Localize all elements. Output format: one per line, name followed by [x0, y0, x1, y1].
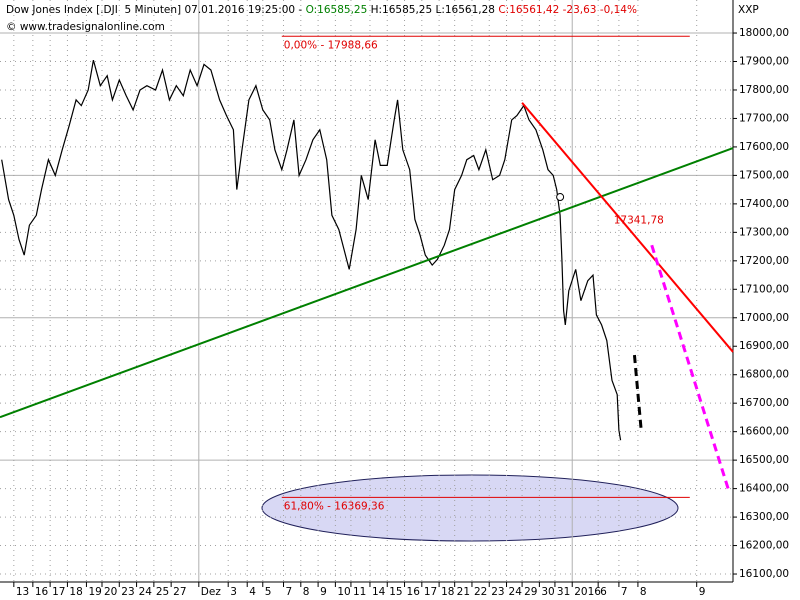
x-tick-label: 29 — [524, 586, 537, 598]
x-tick-label: 9 — [699, 586, 706, 598]
x-tick-label: 22 — [474, 586, 487, 598]
x-tick-label: 7 — [621, 586, 628, 598]
x-tick-label: 9 — [320, 586, 327, 598]
y-tick-label: 17000,00 — [739, 312, 789, 324]
trend-line — [521, 102, 734, 353]
x-tick-label: 18 — [69, 586, 82, 598]
x-tick-label: 8 — [303, 586, 310, 598]
grid — [0, 0, 733, 582]
y-tick-label: 16200,00 — [739, 540, 789, 552]
trend-line — [0, 147, 734, 419]
x-tick-label: 6 — [600, 586, 607, 598]
annotation: 17341,78 — [614, 214, 664, 226]
y-tick-label: 17900,00 — [739, 56, 789, 68]
x-tick-label: 23 — [491, 586, 504, 598]
x-tick-label: 16 — [35, 586, 49, 598]
x-tick-label: 30 — [541, 586, 554, 598]
level-label: 61,80% - 16369,36 — [284, 500, 385, 512]
x-tick-label: 17 — [52, 586, 65, 598]
trend-line — [650, 244, 731, 494]
x-tick-label: 4 — [249, 586, 256, 598]
y-tick-label: 17500,00 — [739, 169, 789, 181]
y-tick-label: 16600,00 — [739, 426, 789, 438]
x-tick-label: 23 — [121, 586, 134, 598]
title-part: H:16585,25 L:16561,28 — [367, 4, 498, 16]
title-part: O:16585,25 — [306, 4, 368, 16]
overlay: 0,00% - 17988,66 61,80% - 16369,36 — [281, 35, 690, 512]
x-tick-label: 11 — [353, 586, 366, 598]
title-part: Dow Jones Index [.DJI 5 Minuten] 07.01.2… — [6, 4, 306, 16]
x-tick-label: 7 — [286, 586, 293, 598]
y-tick-label: 17300,00 — [739, 226, 789, 238]
price-line — [1, 59, 622, 441]
y-tick-label: 17800,00 — [739, 84, 789, 96]
y-tick-label: 17700,00 — [739, 112, 789, 124]
subtitle: © www.tradesignalonline.com — [6, 21, 165, 33]
x-tick-label: 27 — [173, 586, 186, 598]
x-tick-label: 3 — [230, 586, 237, 598]
target-ellipse — [261, 474, 679, 542]
x-tick-label: 31 — [557, 586, 570, 598]
chart-title: Dow Jones Index [.DJI 5 Minuten] 07.01.2… — [6, 4, 637, 16]
y-tick-label: 16500,00 — [739, 454, 789, 466]
y-tick-label: 16400,00 — [739, 483, 789, 495]
y-tick-label: 17600,00 — [739, 141, 789, 153]
x-tick-label: 21 — [457, 586, 470, 598]
x-tick-label: 19 — [88, 586, 101, 598]
y-tick-label: 18000,00 — [739, 27, 789, 39]
x-tick-label: 18 — [441, 586, 454, 598]
x-tick-label: 20 — [104, 586, 117, 598]
y-tick-label: 16700,00 — [739, 397, 789, 409]
title-part: C:16561,42 -23,63 -0,14% — [498, 4, 637, 16]
y-tick-label: 16900,00 — [739, 340, 789, 352]
x-tick-label: 10 — [337, 586, 350, 598]
y-axis-label: XXP — [738, 4, 759, 16]
x-tick-label: 25 — [156, 586, 169, 598]
y-tick-label: 17200,00 — [739, 255, 789, 267]
x-tick-label: Dez — [201, 586, 222, 598]
x-tick-label: 17 — [424, 586, 437, 598]
x-tick-label: 15 — [389, 586, 402, 598]
x-tick-label: 2016 — [574, 586, 601, 598]
level-label: 0,00% - 17988,66 — [284, 39, 378, 51]
x-tick-label: 16 — [407, 586, 421, 598]
x-tick-label: 13 — [16, 586, 29, 598]
marker — [556, 193, 565, 202]
y-tick-label: 16100,00 — [739, 568, 789, 580]
x-tick-label: 24 — [509, 586, 523, 598]
x-tick-label: 8 — [640, 586, 647, 598]
x-tick-label: 5 — [265, 586, 272, 598]
x-tick-label: 24 — [139, 586, 153, 598]
x-tick-label: 14 — [372, 586, 386, 598]
y-tick-label: 17400,00 — [739, 198, 789, 210]
y-tick-label: 16300,00 — [739, 511, 789, 523]
y-tick-label: 16800,00 — [739, 369, 789, 381]
y-tick-label: 17100,00 — [739, 283, 789, 295]
